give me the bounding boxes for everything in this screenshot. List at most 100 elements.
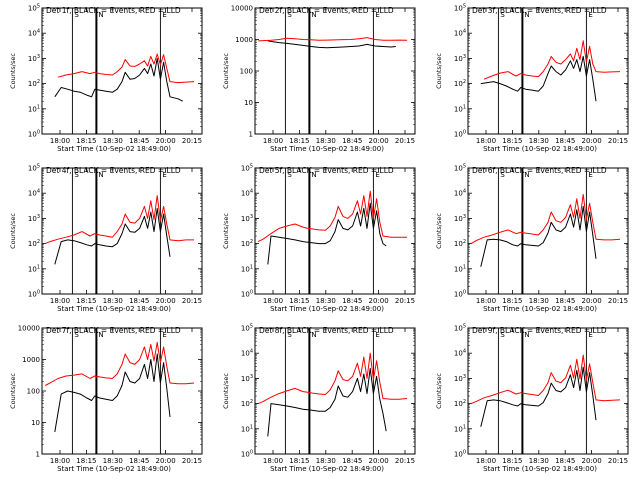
detector-panel: Det 1f, BLACK = Events, RED = LLD Counts/… [9, 4, 203, 153]
time-marker-label: E [588, 11, 592, 19]
x-tick-label: 18:00 [476, 457, 496, 465]
x-tick-label: 20:00 [369, 137, 389, 145]
x-tick-label: 20:00 [369, 297, 389, 305]
x-tick-label: 20:15 [608, 297, 628, 305]
panel-title: Det 6f, BLACK = Events, RED = LLD [472, 166, 607, 175]
panel-title: Det 9f, BLACK = Events, RED = LLD [472, 326, 607, 335]
lld-series-line [470, 193, 621, 245]
panel-title: Det 7f, BLACK = Events, RED = LLD [46, 326, 181, 335]
time-marker-label: E [162, 11, 166, 19]
y-axis-label: Counts/sec [435, 53, 443, 89]
y-tick-label: 100 [241, 290, 253, 299]
x-tick-label: 18:00 [476, 297, 496, 305]
time-marker-label: S [287, 171, 292, 179]
x-tick-label: 18:00 [263, 297, 283, 305]
y-tick-label: 101 [454, 104, 466, 113]
detector-panel: Det 8f, BLACK = Events, RED = LLD Counts/… [222, 324, 416, 473]
x-tick-label: 18:00 [50, 457, 70, 465]
y-tick-label: 103 [454, 54, 466, 63]
events-series-line [54, 353, 171, 433]
y-tick-label: 100 [240, 68, 253, 76]
x-tick-label: 18:15 [502, 457, 522, 465]
x-axis-label: Start Time (10-Sep-02 18:49:00) [483, 465, 597, 473]
x-tick-label: 18:45 [555, 297, 575, 305]
y-tick-label: 100 [454, 290, 466, 299]
detector-panel: Det 3f, BLACK = Events, RED = LLD Counts/… [435, 4, 629, 153]
lld-series-line [45, 195, 194, 245]
x-tick-label: 20:00 [369, 457, 389, 465]
x-tick-label: 20:00 [582, 297, 602, 305]
detector-panel: Det 4f, BLACK = Events, RED = LLD Counts/… [9, 164, 203, 313]
y-tick-label: 100 [241, 450, 253, 459]
x-tick-label: 18:30 [529, 457, 549, 465]
detector-panel: Det 6f, BLACK = Events, RED = LLD Counts/… [435, 164, 629, 313]
y-tick-label: 102 [241, 239, 253, 248]
x-tick-label: 18:15 [289, 137, 309, 145]
events-series-line [267, 367, 387, 437]
y-tick-label: 103 [28, 214, 40, 223]
x-tick-label: 20:15 [182, 137, 202, 145]
x-axis-label: Start Time (10-Sep-02 18:49:00) [270, 145, 384, 153]
time-marker-label: N [98, 171, 103, 179]
x-tick-label: 18:30 [103, 297, 123, 305]
y-axis-label: Counts/sec [222, 53, 230, 89]
x-tick-label: 18:15 [502, 297, 522, 305]
y-tick-label: 101 [454, 424, 466, 433]
x-axis-label: Start Time (10-Sep-02 18:49:00) [57, 305, 171, 313]
y-tick-label: 103 [241, 374, 253, 383]
events-series-line [480, 366, 597, 427]
x-tick-label: 18:30 [529, 137, 549, 145]
time-marker-label: N [524, 171, 529, 179]
plot-frame [254, 7, 416, 135]
time-marker-label: S [500, 11, 505, 19]
y-tick-label: 104 [454, 189, 466, 198]
time-marker-label: S [287, 11, 292, 19]
y-tick-label: 104 [454, 29, 466, 38]
y-tick-label: 102 [454, 239, 466, 248]
x-tick-label: 18:00 [263, 457, 283, 465]
x-tick-label: 18:00 [476, 137, 496, 145]
x-tick-label: 18:45 [555, 137, 575, 145]
x-tick-label: 20:00 [156, 137, 176, 145]
detector-panel: Det 9f, BLACK = Events, RED = LLD Counts/… [435, 324, 629, 473]
y-tick-label: 103 [454, 374, 466, 383]
y-tick-label: 101 [28, 104, 40, 113]
y-tick-label: 102 [28, 79, 40, 88]
time-marker-label: E [375, 171, 379, 179]
x-axis-label: Start Time (10-Sep-02 18:49:00) [483, 145, 597, 153]
x-tick-label: 20:15 [395, 297, 415, 305]
plot-frame [254, 167, 416, 295]
y-tick-label: 105 [454, 164, 466, 173]
y-axis-label: Counts/sec [222, 373, 230, 409]
x-tick-label: 20:15 [182, 457, 202, 465]
x-tick-label: 18:15 [76, 137, 96, 145]
panel-title: Det 4f, BLACK = Events, RED = LLD [46, 166, 181, 175]
plot-frame [467, 167, 629, 295]
x-tick-label: 18:30 [316, 137, 336, 145]
y-tick-label: 105 [454, 4, 466, 13]
events-series-line [267, 40, 396, 49]
lld-series-line [258, 352, 408, 405]
x-tick-label: 20:00 [582, 137, 602, 145]
y-tick-label: 102 [241, 399, 253, 408]
detector-panel: Det 5f, BLACK = Events, RED = LLD Counts/… [222, 164, 416, 313]
x-tick-label: 18:00 [50, 297, 70, 305]
x-tick-label: 18:45 [129, 137, 149, 145]
time-marker-label: E [162, 171, 166, 179]
y-tick-label: 100 [27, 388, 40, 396]
x-tick-label: 20:15 [395, 137, 415, 145]
y-tick-label: 10 [244, 99, 253, 107]
lld-series-line [471, 354, 621, 405]
x-tick-label: 20:15 [608, 457, 628, 465]
events-series-line [267, 202, 387, 265]
time-marker-label: N [524, 11, 529, 19]
y-tick-label: 103 [241, 214, 253, 223]
x-tick-label: 20:00 [156, 297, 176, 305]
x-tick-label: 18:45 [342, 137, 362, 145]
time-marker-label: N [98, 11, 103, 19]
x-tick-label: 18:30 [316, 297, 336, 305]
panel-title: Det 8f, BLACK = Events, RED = LLD [259, 326, 394, 335]
plot-frame [41, 7, 203, 135]
detector-panels: Det 1f, BLACK = Events, RED = LLD Counts/… [9, 4, 629, 473]
